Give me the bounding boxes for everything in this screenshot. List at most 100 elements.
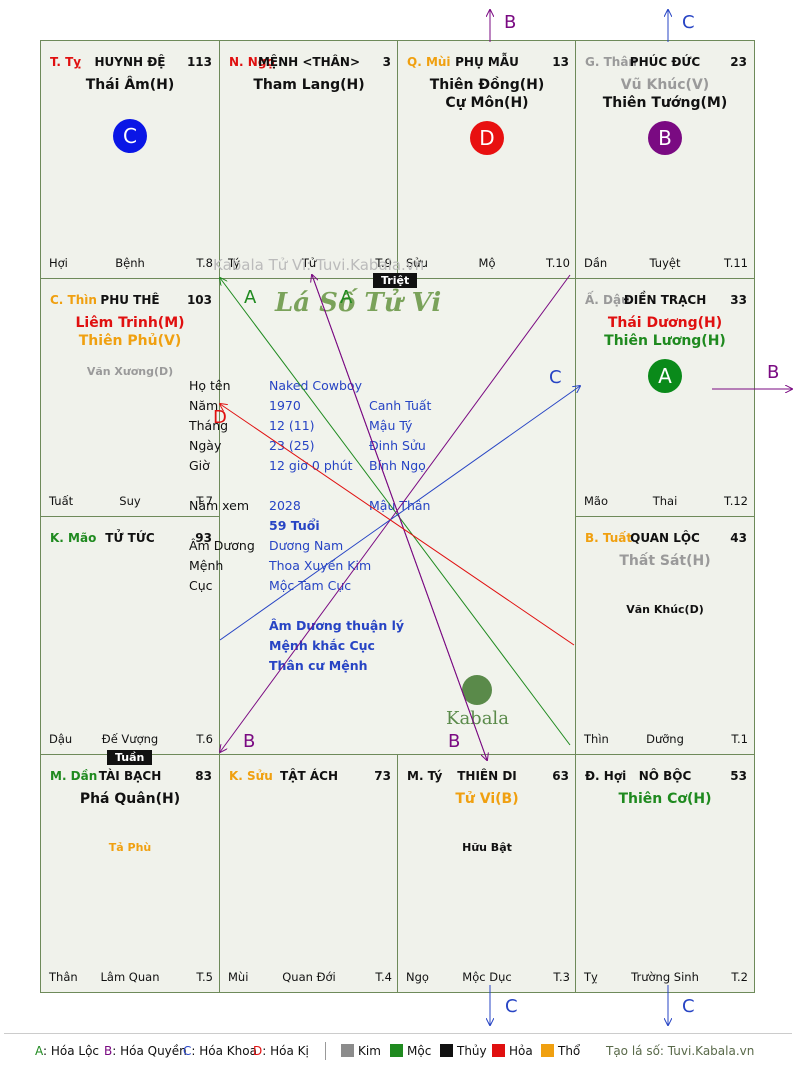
cell-number: 83 (195, 769, 212, 783)
cell-foot-branch: Tỵ (584, 970, 598, 984)
cell-number: 103 (186, 293, 212, 307)
legend-hoa-item: C: Hóa Khoa (183, 1044, 257, 1058)
chart-title: Lá Số Tử Vi (275, 288, 442, 318)
legend-hoa-key: C (183, 1044, 192, 1058)
info-value: Mộc Tam Cục (269, 578, 352, 593)
info-label: Năm (189, 398, 219, 413)
legend-hoa-key: D (253, 1044, 263, 1058)
site-credit: Tạo lá số: Tuvi.Kabala.vn (606, 1044, 755, 1058)
info-label: Họ tên (189, 378, 231, 393)
legend-hoa-item: D: Hóa Kị (253, 1044, 309, 1058)
legend-element-item: Hỏa (492, 1044, 533, 1058)
tuan-tag: Tuần (107, 750, 153, 765)
info-can-chi: Canh Tuất (369, 398, 432, 413)
element-color-icon (390, 1044, 403, 1057)
line-a-1 (220, 278, 571, 746)
info-value: 12 (11) (269, 418, 315, 433)
major-star: Liêm Trinh(M) (75, 315, 185, 331)
info-value: 1970 (269, 398, 301, 413)
element-color-icon (440, 1044, 453, 1057)
minor-star: Tả Phù (108, 841, 152, 854)
cell-foot-branch: Mão (584, 494, 609, 508)
cell-number: 113 (186, 55, 212, 69)
cell-foot-stage: Bệnh (115, 256, 145, 270)
center-note: Âm Dương thuận lý (269, 618, 405, 633)
cell-number: 23 (730, 55, 747, 69)
annotation-b-bottom: B (448, 731, 461, 752)
major-star: Tử Vi(B) (455, 791, 519, 807)
annotation-b-left: B (243, 731, 256, 752)
year-value: 2028 (269, 498, 301, 513)
annotation-c-bottom-2: C (682, 996, 695, 1017)
info-label: Ngày (189, 438, 222, 453)
cell-number: 43 (730, 531, 747, 545)
cell-position: M. Dần (50, 769, 98, 783)
cell-foot-branch: Tý (228, 256, 241, 270)
cell-foot-stage: Tử (301, 256, 317, 270)
cell-foot-stage: Dưỡng (646, 732, 684, 746)
cell-number: 53 (730, 769, 747, 783)
cell-foot-stage: Suy (119, 494, 141, 508)
legend-hoa-item: B: Hóa Quyền (104, 1044, 187, 1058)
major-star: Thái Dương(H) (607, 315, 723, 331)
age-value: 59 Tuổi (269, 518, 320, 533)
cell-position: Đ. Hợi (585, 769, 627, 783)
center-note: Thân cư Mệnh (269, 658, 368, 673)
cell-foot-index: T.8 (196, 256, 213, 270)
cell-position: K. Sửu (229, 769, 273, 783)
cell-foot-branch: Dậu (49, 732, 73, 746)
annotation-c-top: C (682, 12, 695, 33)
cell-palace-name: PHÚC ĐỨC (629, 55, 701, 69)
palace-cell-mui: Q. Mùi PHỤ MẪU 13 Thiên Đồng(H) Cự Môn(H) D Sử… (397, 40, 577, 279)
cell-foot-stage: Lâm Quan (100, 970, 160, 984)
cell-palace-name: TỬ TỨC (105, 531, 155, 545)
info-label: Mệnh (189, 558, 224, 573)
cell-palace-name: PHU THÊ (100, 293, 160, 307)
kabala-logo-text: Kabala (446, 708, 509, 729)
cell-palace-name: HUYNH ĐỆ (94, 55, 166, 69)
cell-position: K. Mão (50, 531, 97, 545)
cell-palace-name: TÀI BẠCH (98, 769, 162, 783)
major-star: Cự Môn(H) (445, 95, 529, 111)
cell-position: G. Thân (585, 55, 637, 69)
palace-cell-hoi: Đ. Hợi NÔ BỘC 53 Thiên Cơ(H) Tỵ Trường Sinh T.… (575, 754, 755, 993)
cell-foot-index: T.10 (546, 256, 570, 270)
cell-foot-stage: Mộ (478, 256, 496, 270)
element-color-icon (492, 1044, 505, 1057)
info-label: Tháng (189, 418, 229, 433)
legend-hoa-label: : Hóa Khoa (191, 1044, 257, 1058)
cell-number: 33 (730, 293, 747, 307)
cell-foot-stage: Quan Đới (282, 970, 336, 984)
cell-position: B. Tuất (585, 531, 633, 545)
hoa-circle-badge: C (113, 119, 147, 153)
cell-foot-branch: Thìn (584, 732, 609, 746)
cell-foot-branch: Ngọ (406, 970, 429, 984)
cell-foot-index: T.3 (553, 970, 570, 984)
annotation-c-right: C (549, 367, 562, 388)
palace-cell-tyy: M. Tý THIÊN DI 63 Tử Vi(B) Hữu Bật Ngọ Mộc Dục… (397, 754, 577, 993)
line-c-1 (219, 386, 580, 641)
cell-foot-stage: Thai (652, 494, 678, 508)
kabala-logo-icon (462, 675, 492, 705)
cell-foot-stage: Tuyệt (649, 256, 681, 270)
legend-hoa-key: B (104, 1044, 113, 1058)
cell-foot-index: T.7 (196, 494, 213, 508)
major-star: Thiên Tướng(M) (602, 95, 728, 111)
info-can-chi: Bính Ngọ (369, 458, 426, 473)
palace-cell-thin: C. Thìn PHU THÊ 103 Liêm Trinh(M) Thiên Phủ(… (40, 278, 220, 517)
cell-foot-branch: Mùi (228, 970, 249, 984)
cell-foot-index: T.2 (731, 970, 748, 984)
element-color-icon (541, 1044, 554, 1057)
legend-element-label: Hỏa (509, 1044, 533, 1058)
cell-foot-branch: Tuất (49, 494, 74, 508)
cell-number: 63 (552, 769, 569, 783)
cell-foot-index: T.12 (724, 494, 748, 508)
major-star: Thiên Đồng(H) (429, 77, 545, 93)
info-value: Thoa Xuyến Kim (269, 558, 372, 573)
palace-cell-than: G. Thân PHÚC ĐỨC 23 Vũ Khúc(V) Thiên Tướng(M… (575, 40, 755, 279)
legend-element-label: Thủy (457, 1044, 487, 1058)
cell-position: N. Ngọ (229, 55, 275, 69)
cell-foot-stage: Trường Sinh (631, 970, 699, 984)
major-star: Thiên Cơ(H) (618, 791, 712, 807)
legend-element-item: Thủy (440, 1044, 487, 1058)
